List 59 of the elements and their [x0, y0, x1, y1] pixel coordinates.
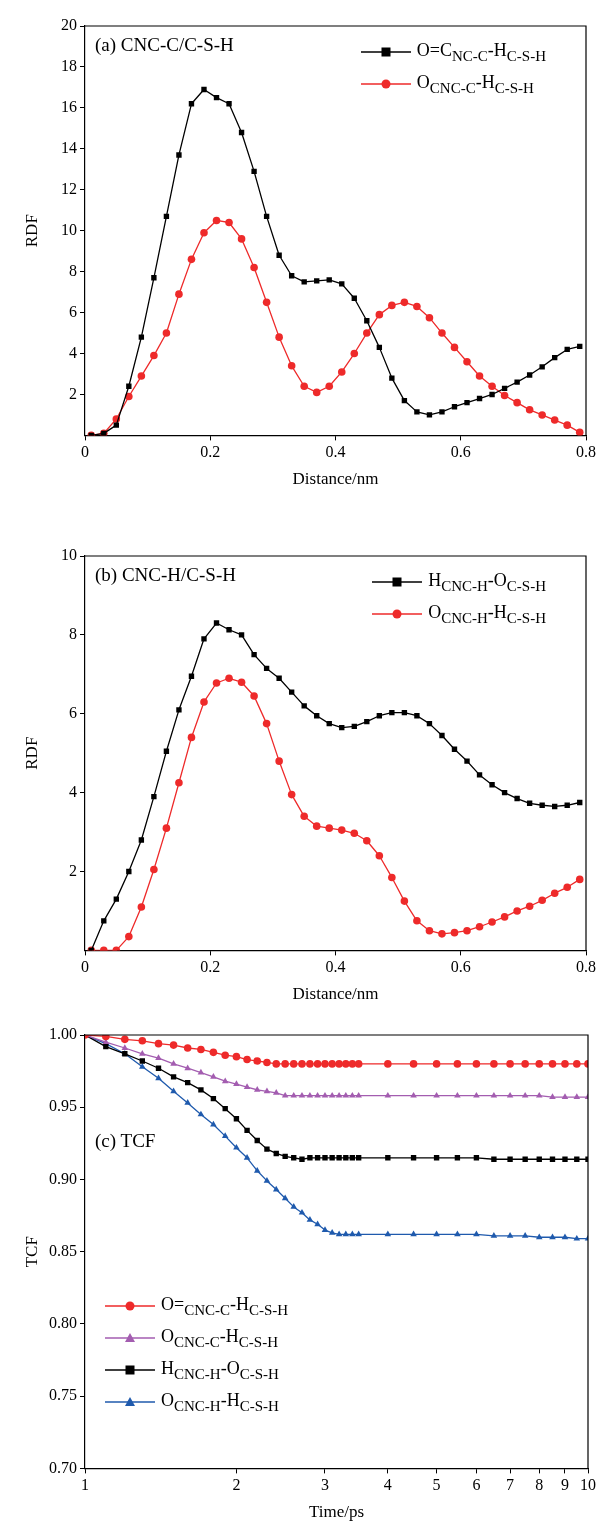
x-axis-title: Distance/nm [292, 984, 379, 1004]
y-tick-label: 18 [61, 57, 77, 75]
y-axis-title: RDF [21, 736, 41, 770]
x-tick-label: 0.8 [576, 958, 596, 976]
y-tick-label: 12 [61, 179, 77, 197]
x-tick-label: 6 [472, 1476, 481, 1494]
y-tick-label: 6 [69, 302, 77, 320]
x-tick-label: 7 [506, 1476, 515, 1494]
y-tick-label: 20 [61, 16, 77, 34]
x-tick-label: 9 [560, 1476, 569, 1494]
y-tick-label: 0.95 [49, 1097, 77, 1115]
legend-label: H$_{CNC-H}$-O$_{C-S-H}$ [161, 1358, 279, 1383]
legend-label: O=C$_{NC-C}$-H$_{C-S-H}$ [416, 39, 546, 65]
y-tick-label: 2 [69, 861, 77, 879]
legend-label: H$_{CNC-H}$-O$_{C-S-H}$ [428, 569, 546, 595]
y-tick-label: 6 [69, 703, 77, 721]
x-tick-label: 0.6 [450, 958, 471, 976]
y-tick-label: 1.00 [49, 1025, 77, 1043]
y-axis-title: RDF [21, 214, 41, 248]
x-tick-label: 3 [320, 1476, 329, 1494]
x-tick-label: 0.2 [200, 443, 221, 461]
x-tick-label: 0 [81, 958, 89, 976]
x-tick-label: 5 [432, 1476, 441, 1494]
x-tick-label: 1 [81, 1476, 89, 1494]
x-tick-label: 2 [232, 1476, 241, 1494]
x-axis-title: Time/ps [308, 1502, 365, 1522]
chart-title: (b) CNC-H/C-S-H [95, 563, 236, 586]
text: (c) TCF [95, 1130, 156, 1153]
y-tick-label: 0.85 [49, 1241, 77, 1259]
x-tick-label: 0.6 [450, 443, 471, 461]
x-tick-label: 10 [580, 1476, 596, 1494]
x-axis-title: Distance/nm [292, 469, 379, 489]
legend-label: O=$_{CNC-C}$-H$_{C-S-H}$ [161, 1294, 289, 1319]
x-tick-label: 0.4 [325, 958, 346, 976]
y-axis-title: TCF [21, 1236, 41, 1268]
x-tick-label: 0.4 [325, 443, 346, 461]
y-tick-label: 0.90 [49, 1169, 77, 1187]
x-tick-label: 0 [81, 443, 89, 461]
y-tick-label: 8 [69, 261, 77, 279]
legend-label: O$_{CNC-H}$-H$_{C-S-H}$ [428, 601, 546, 627]
y-tick-label: 10 [61, 546, 77, 564]
y-tick-label: 2 [69, 384, 77, 402]
y-tick-label: 0.70 [49, 1458, 77, 1476]
y-tick-label: 4 [69, 782, 77, 800]
y-tick-label: 14 [61, 139, 77, 157]
y-tick-label: 4 [69, 343, 77, 361]
legend-label: O$_{CNC-C}$-H$_{C-S-H}$ [416, 71, 534, 97]
y-tick-label: 8 [69, 625, 77, 643]
x-tick-label: 4 [383, 1476, 392, 1494]
y-tick-label: 0.80 [49, 1314, 77, 1332]
legend-label: O$_{CNC-C}$-H$_{C-S-H}$ [161, 1326, 279, 1351]
text: (a) CNC-C/C-S-H [95, 34, 234, 57]
legend-label: O$_{CNC-H}$-H$_{C-S-H}$ [161, 1390, 279, 1415]
y-tick-label: 10 [61, 220, 77, 238]
x-tick-label: 0.8 [576, 443, 596, 461]
y-tick-label: 16 [61, 98, 77, 116]
x-tick-label: 0.2 [200, 958, 221, 976]
x-tick-label: 8 [535, 1476, 544, 1494]
y-tick-label: 0.75 [49, 1386, 77, 1404]
